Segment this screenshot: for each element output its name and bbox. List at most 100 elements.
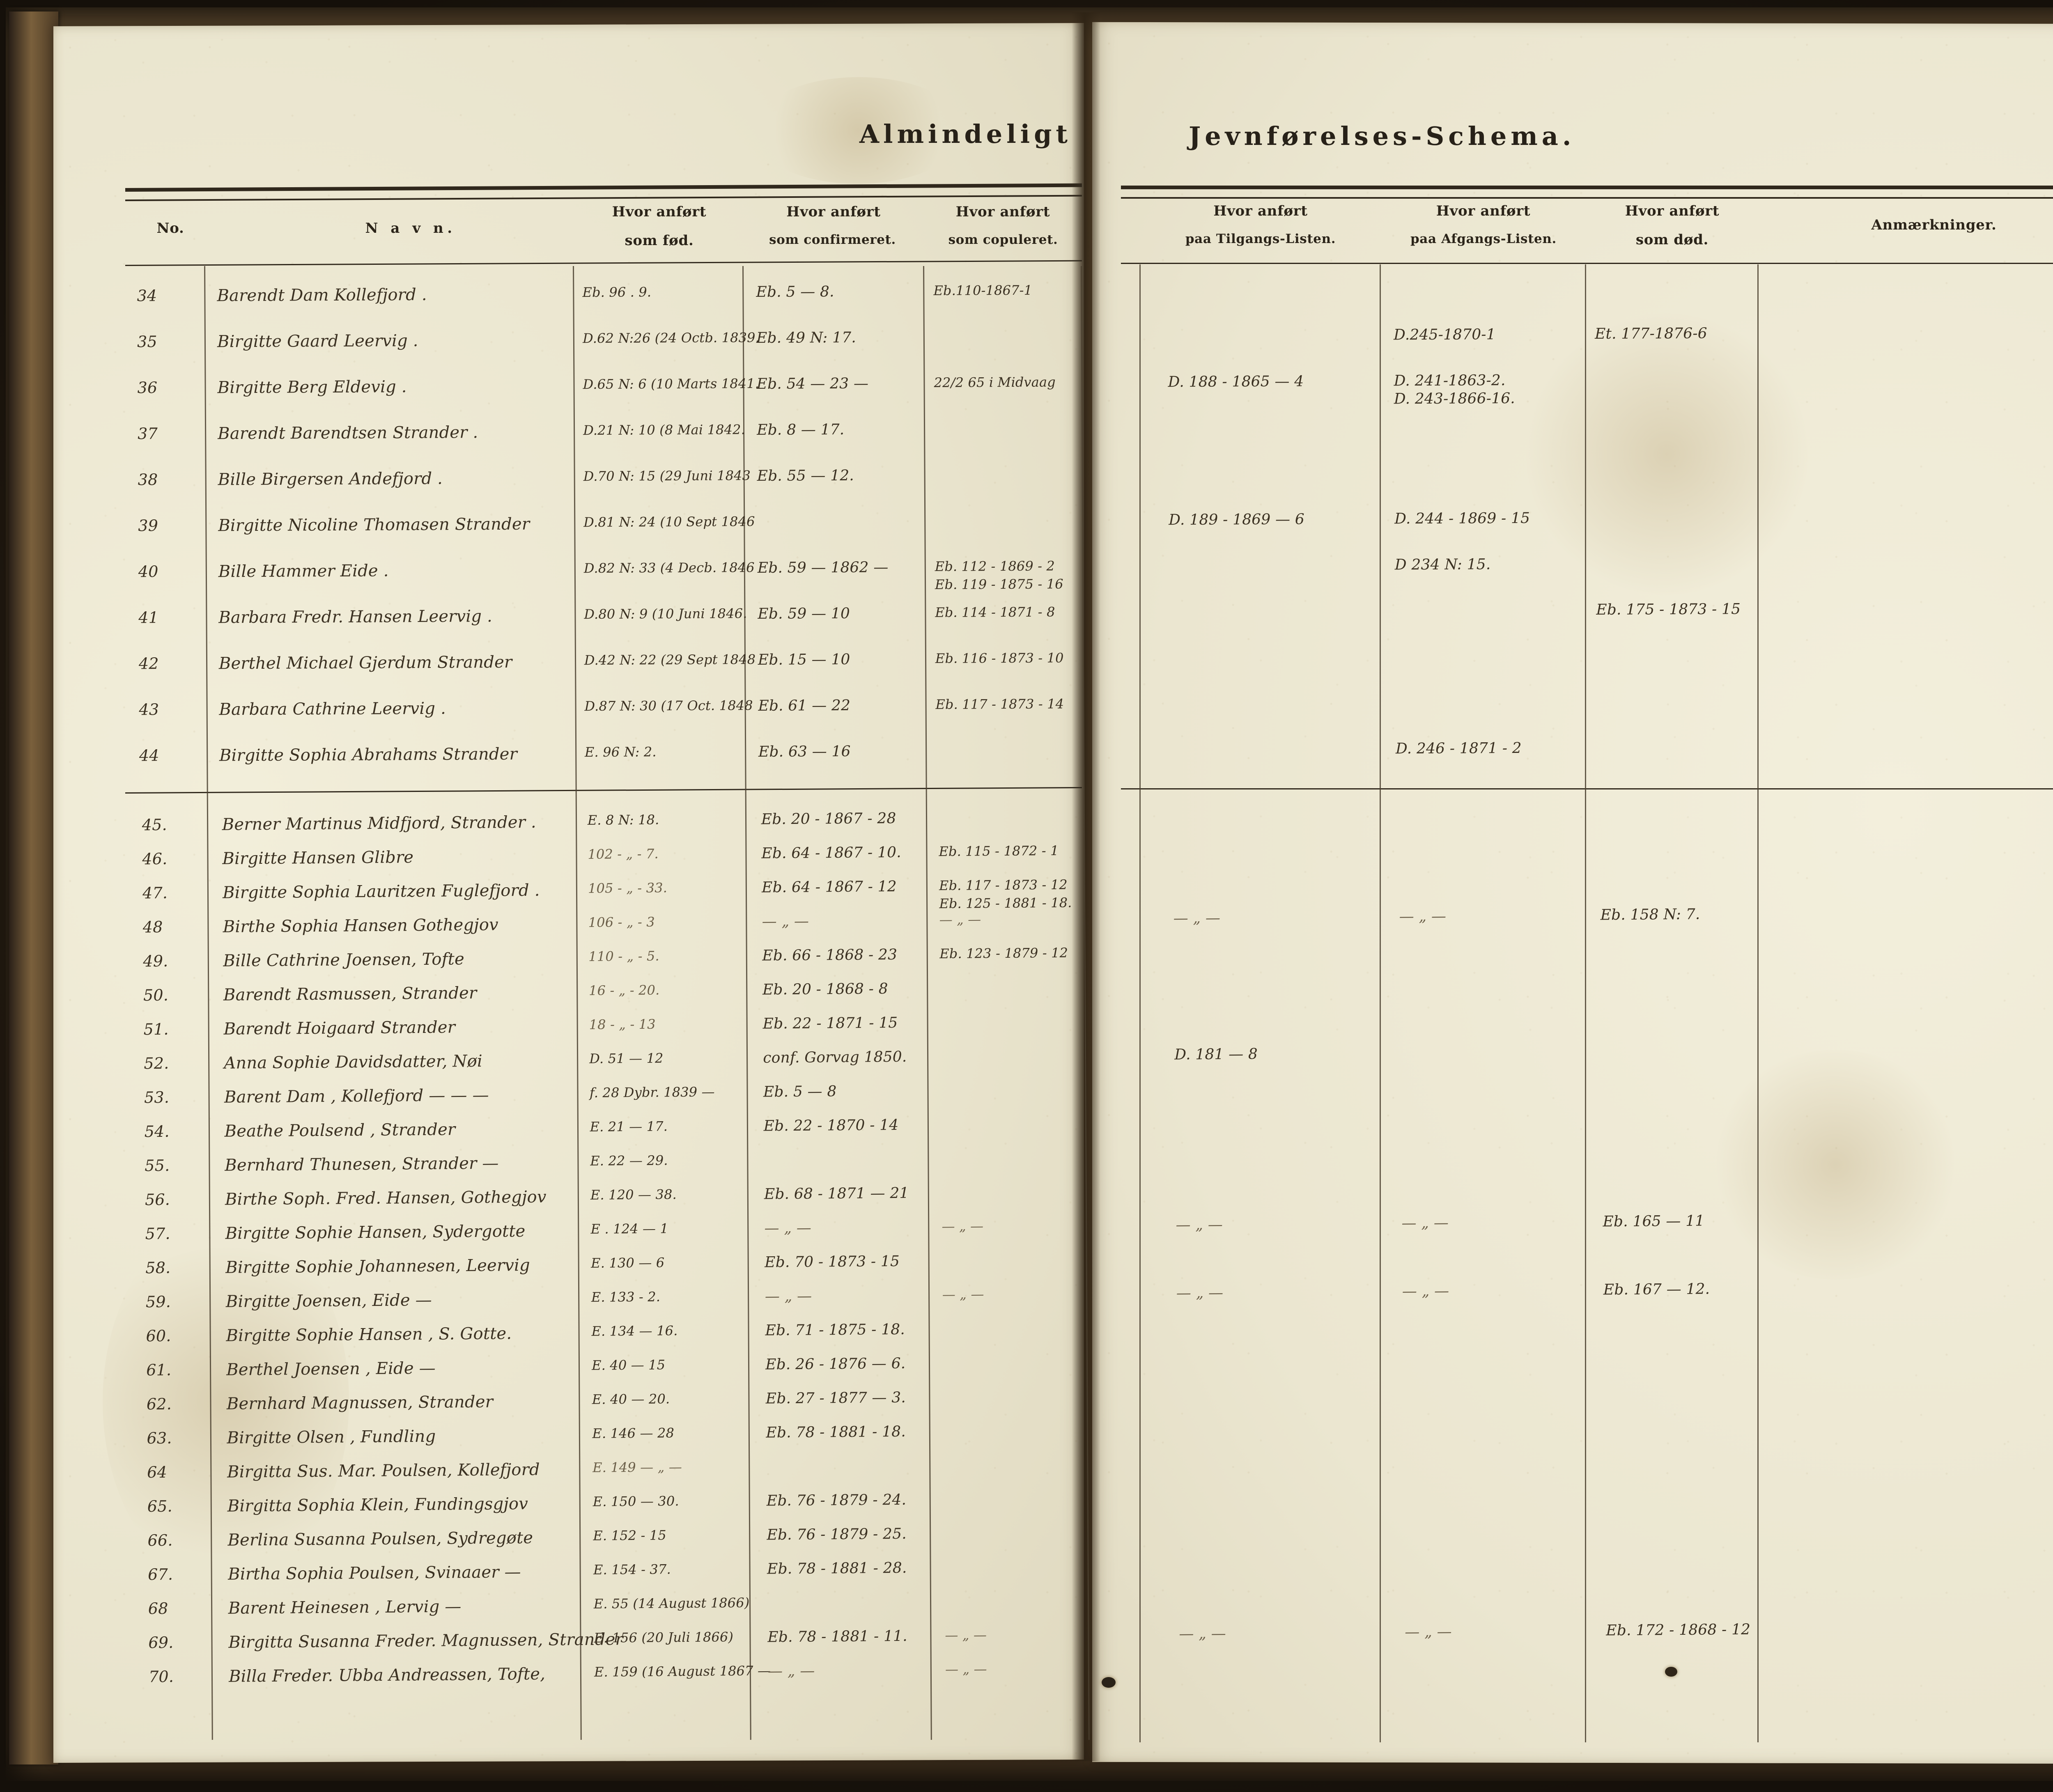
- cell-no: 38: [138, 470, 158, 489]
- cell-cop: — „ —: [945, 1627, 987, 1643]
- cell-no: 62.: [146, 1395, 172, 1413]
- colhead-bottom-rule-right: [1121, 263, 2053, 264]
- cell-conf: Eb. 78 - 1881 - 28.: [767, 1559, 907, 1578]
- cell-fodt: 102 - „ - 7.: [588, 846, 659, 862]
- title-right-word: Jevnførelses-Schema.: [1189, 121, 1575, 151]
- cell-tilgang: D. 181 — 8: [1174, 1046, 1258, 1063]
- cell-afgang: — „ —: [1402, 1283, 1449, 1300]
- cell-fodt: D.21 N: 10 (8 Mai 1842.: [583, 422, 746, 438]
- cell-navn: Birgitte Hansen Glibre: [222, 848, 414, 868]
- cell-cop: Eb. 123 - 1879 - 12: [939, 945, 1068, 962]
- cell-cop: Eb. 114 - 1871 - 8: [935, 604, 1055, 620]
- title-left-word: Almindeligt: [859, 119, 1072, 149]
- cell-no: 69.: [148, 1633, 174, 1652]
- cell-conf: Eb. 5 — 8: [763, 1083, 837, 1101]
- cell-navn: Berthel Joensen , Eide —: [226, 1358, 436, 1379]
- cell-fodt: E. 96 N: 2.: [584, 744, 657, 760]
- cell-no: 60.: [146, 1326, 171, 1345]
- vrule-dod-anm: [1757, 264, 1759, 1742]
- cell-no: 40: [138, 562, 158, 581]
- cell-fodt: E. 134 — 16.: [591, 1323, 678, 1339]
- cell-navn: Birgitta Sophia Klein, Fundingsgjov: [227, 1494, 528, 1516]
- cell-no: 34: [137, 287, 157, 305]
- colheader-copuleret-line2: som copuleret.: [948, 232, 1058, 247]
- paper-stain: [1523, 310, 1811, 598]
- vrule-tilgang-afgang: [1380, 264, 1381, 1742]
- vrule-right-page-edge: [1139, 264, 1141, 1742]
- cell-afgang: D.245-1870-1: [1393, 326, 1496, 344]
- cell-conf: Eb. 49 N: 17.: [756, 329, 857, 347]
- cell-cop: — „ —: [942, 1286, 984, 1303]
- cell-no: 41: [138, 608, 159, 627]
- cell-no: 70.: [148, 1667, 174, 1686]
- cell-navn: Barent Heinesen , Lervig —: [228, 1597, 462, 1618]
- cell-navn: Birgitte Sophie Hansen, Sydergotte: [225, 1222, 526, 1243]
- cell-conf: Eb. 76 - 1879 - 24.: [766, 1491, 907, 1510]
- cell-conf: Eb. 63 — 16: [758, 743, 851, 760]
- cell-conf: Eb. 20 - 1867 - 28: [761, 810, 896, 828]
- cell-fodt: E. 159 (16 August 1867 —: [594, 1663, 771, 1680]
- cell-no: 55.: [145, 1156, 170, 1175]
- cell-conf: Eb. 64 - 1867 - 12: [761, 878, 897, 896]
- colheader-confirmeret-line2: som confirmeret.: [769, 232, 896, 247]
- cell-fodt: E. 154 - 37.: [593, 1561, 671, 1578]
- cell-navn: Birgitte Nicoline Thomasen Strander: [218, 514, 530, 535]
- vrule-afgang-dod: [1585, 264, 1586, 1742]
- cell-no: 67.: [147, 1565, 173, 1584]
- cell-tilgang: D. 188 - 1865 — 4: [1168, 373, 1304, 391]
- colheader-anmaerkninger: Anmærkninger.: [1871, 217, 1997, 233]
- cell-fodt: f. 28 Dybr. 1839 —: [589, 1084, 715, 1101]
- colheader-navn: N a v n.: [365, 220, 456, 236]
- cell-navn: Birgitte Sophia Abrahams Strander: [219, 744, 518, 765]
- cell-conf: — „ —: [764, 1219, 812, 1237]
- cell-navn: Berner Martinus Midfjord, Strander .: [222, 812, 537, 834]
- cell-afgang: D. 246 - 1871 - 2: [1395, 739, 1522, 757]
- cell-cop: — „ —: [945, 1661, 987, 1677]
- header-rule-thick-right: [1121, 186, 2053, 189]
- cell-dod: Eb. 167 — 12.: [1603, 1280, 1710, 1299]
- cell-no: 51.: [143, 1020, 169, 1039]
- cell-conf: Eb. 70 - 1873 - 15: [765, 1253, 900, 1271]
- cell-no: 54.: [144, 1122, 170, 1141]
- cell-conf: Eb. 27 - 1877 — 3.: [765, 1389, 906, 1407]
- cell-fodt: E. 8 N: 18.: [587, 812, 659, 828]
- cell-conf: Eb. 71 - 1875 - 18.: [765, 1321, 905, 1339]
- cell-no: 37: [138, 424, 158, 443]
- cell-afgang: — „ —: [1401, 1214, 1449, 1232]
- cell-fodt: Eb. 96 . 9.: [582, 284, 652, 301]
- cell-no: 63.: [147, 1429, 172, 1448]
- cell-navn: Barbara Cathrine Leervig .: [219, 699, 446, 719]
- cell-conf: Eb. 78 - 1881 - 18.: [766, 1423, 906, 1441]
- cell-fodt: 110 - „ - 5.: [588, 948, 659, 964]
- cell-tilgang: — „ —: [1173, 909, 1221, 927]
- cell-fodt: E. 150 — 30.: [592, 1493, 679, 1510]
- cell-fodt: 106 - „ - 3: [588, 914, 655, 930]
- header-rule-thin-right: [1121, 197, 2053, 199]
- cell-conf: Eb. 55 — 12.: [757, 467, 854, 485]
- cell-afgang: D. 241-1863-2.: [1394, 372, 1506, 390]
- cell-fodt: D.81 N: 24 (10 Sept 1846: [583, 514, 755, 530]
- cell-no: 64: [147, 1463, 168, 1482]
- cell-no: 61.: [146, 1361, 172, 1379]
- cell-conf: — „ —: [765, 1287, 812, 1305]
- cell-conf: Eb. 66 - 1868 - 23: [762, 946, 898, 964]
- right-page: [1092, 22, 2053, 1764]
- cell-conf: Eb. 78 - 1881 - 11.: [767, 1627, 907, 1646]
- colheader-fodt-line1: Hvor anført: [612, 204, 707, 220]
- cell-afgang: D. 244 - 1869 - 15: [1394, 509, 1530, 528]
- cell-tilgang: — „ —: [1179, 1625, 1226, 1643]
- cell-conf: Eb. 20 - 1868 - 8: [762, 980, 888, 998]
- cell-navn: Birtha Sophia Poulsen, Svinaaer —: [227, 1563, 521, 1584]
- cell-cop: Eb. 112 - 1869 - 2: [935, 558, 1055, 574]
- colheader-dod-line1: Hvor anført: [1625, 203, 1720, 219]
- cell-navn: Birgitta Susanna Freder. Magnussen, Stra…: [228, 1630, 623, 1652]
- cell-conf: — „ —: [767, 1662, 815, 1680]
- cell-fodt: E. 40 — 15: [592, 1357, 666, 1373]
- cell-fodt: D.65 N: 6 (10 Marts 1841.: [583, 375, 760, 392]
- cell-navn: Bille Birgersen Andefjord .: [218, 469, 443, 489]
- cell-navn: Barbara Fredr. Hansen Leervig .: [218, 607, 493, 627]
- cell-conf: conf. Gorvag 1850.: [763, 1048, 907, 1067]
- cell-fodt: E. 152 - 15: [593, 1527, 666, 1544]
- cell-navn: Birgitte Berg Eldevig .: [217, 377, 407, 397]
